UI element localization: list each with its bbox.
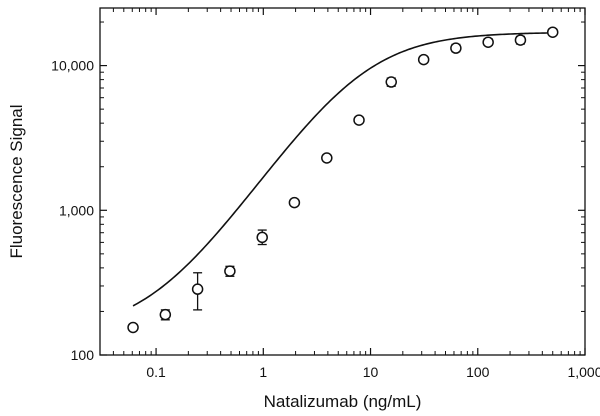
x-tick-label: 0.1 [146,364,166,380]
x-axis-title: Natalizumab (ng/mL) [264,392,422,411]
data-point [191,272,204,311]
plot-frame [99,7,586,356]
point-marker [514,34,527,46]
data-point [546,26,559,38]
point-marker [450,42,462,54]
y-tick-label: 1,000 [59,202,94,218]
point-marker [191,283,204,295]
data-point [256,229,268,246]
y-axis-title: Fluorescence Signal [7,104,26,258]
data-point [514,34,527,46]
point-marker [417,53,430,66]
data-point [321,152,333,164]
data-point [482,36,494,48]
fit-curve [132,32,553,307]
point-marker [288,196,301,209]
point-marker [256,231,268,244]
y-tick-label: 100 [71,347,95,363]
point-marker [159,308,172,321]
data-point [417,53,430,66]
point-marker [482,36,494,48]
data-point [450,42,462,54]
data-point [127,321,139,334]
point-marker [385,76,397,88]
x-tick-label: 1,000 [567,364,600,380]
data-point [288,196,301,209]
x-tick-label: 10 [363,364,379,380]
point-marker [127,321,139,334]
point-marker [224,265,236,277]
data-point [385,76,397,88]
x-tick-label: 1 [259,364,267,380]
data-point [353,114,365,126]
y-tick-label: 10,000 [51,58,94,74]
data-point [224,265,236,277]
point-marker [321,152,333,164]
point-marker [353,114,365,126]
x-tick-label: 100 [466,364,490,380]
point-marker [546,26,559,38]
data-point [159,308,172,321]
